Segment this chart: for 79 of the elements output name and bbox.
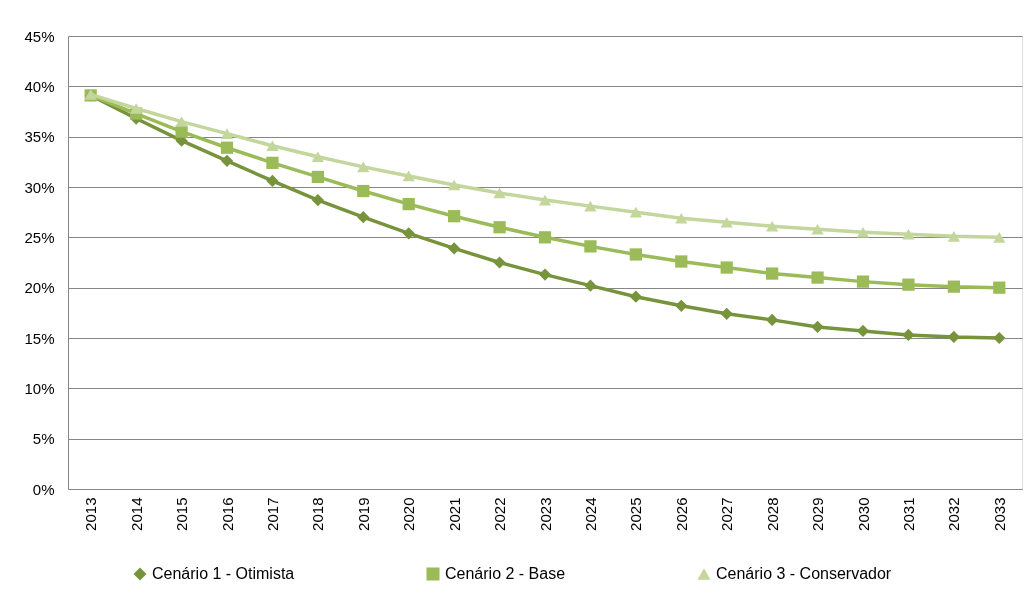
- point: [629, 248, 642, 261]
- x-tick-label: 2025: [627, 497, 645, 531]
- x-tick-label: 2024: [581, 497, 599, 531]
- point: [720, 307, 733, 320]
- point: [856, 324, 870, 338]
- point: [357, 211, 370, 224]
- x-tick-label: 2030: [854, 497, 872, 531]
- y-tick-label: 45%: [24, 27, 55, 45]
- point: [993, 232, 1006, 243]
- legend-label: Cenário 3 - Conservador: [716, 565, 892, 582]
- point: [720, 216, 733, 228]
- point: [402, 197, 415, 211]
- point: [675, 299, 688, 312]
- point: [402, 227, 415, 240]
- y-tick-label: 30%: [24, 178, 55, 196]
- point: [266, 174, 279, 188]
- legend-label: Cenário 2 - Base: [445, 565, 566, 582]
- point: [357, 184, 370, 198]
- point: [811, 320, 824, 334]
- x-tick-label: 2019: [354, 497, 372, 531]
- x-tick-label: 2021: [445, 497, 463, 531]
- point: [220, 128, 234, 139]
- x-tick-label: 2016: [218, 497, 236, 531]
- y-tick-label: 35%: [24, 128, 55, 146]
- x-tick-label: 2028: [763, 497, 781, 531]
- point: [130, 103, 143, 114]
- x-tick-label: 2022: [491, 497, 509, 531]
- point: [993, 281, 1006, 294]
- point: [311, 170, 324, 184]
- x-tick-label: 2013: [82, 497, 100, 531]
- point: [357, 161, 370, 173]
- y-tick-label: 20%: [24, 279, 55, 297]
- x-tick-label: 2020: [400, 497, 418, 531]
- point: [538, 268, 552, 281]
- point: [766, 313, 779, 326]
- point: [448, 242, 461, 255]
- y-tick-label: 5%: [32, 430, 55, 448]
- point: [947, 280, 960, 293]
- point: [766, 220, 779, 232]
- x-tick-label: 2015: [173, 497, 191, 531]
- x-tick-label: 2029: [809, 497, 827, 531]
- point: [902, 328, 915, 342]
- point: [220, 141, 234, 154]
- y-tick-label: 15%: [24, 329, 55, 347]
- legend-label: Cenário 1 - Otimista: [152, 565, 295, 582]
- point: [220, 154, 234, 167]
- point: [448, 179, 461, 191]
- y-tick-label: 0%: [32, 480, 55, 498]
- point: [856, 227, 870, 238]
- x-tick-label: 2014: [127, 497, 145, 531]
- point: [448, 210, 461, 223]
- point: [947, 330, 960, 344]
- point: [947, 231, 960, 242]
- point: [311, 193, 324, 207]
- x-tick-label: 2026: [672, 497, 690, 531]
- point: [629, 206, 642, 218]
- y-tick-label: 10%: [24, 379, 55, 397]
- x-tick-label: 2027: [718, 497, 736, 531]
- point: [538, 194, 552, 206]
- point: [266, 156, 279, 169]
- point: [402, 170, 415, 182]
- point: [493, 221, 506, 234]
- x-tick-label: 2017: [263, 497, 281, 531]
- point: [538, 231, 552, 244]
- point: [993, 331, 1006, 345]
- point: [675, 255, 688, 268]
- point: [766, 267, 779, 280]
- point: [629, 290, 642, 303]
- point: [675, 212, 688, 224]
- point: [311, 151, 324, 163]
- y-tick-label: 25%: [24, 228, 55, 246]
- x-tick-label: 2033: [990, 497, 1008, 531]
- x-tick-label: 2031: [899, 497, 917, 531]
- x-tick-label: 2032: [945, 497, 963, 531]
- x-tick-label: 2023: [536, 497, 554, 531]
- point: [720, 261, 733, 274]
- point: [856, 275, 870, 288]
- y-tick-label: 40%: [24, 77, 55, 95]
- x-tick-label: 2018: [309, 497, 327, 531]
